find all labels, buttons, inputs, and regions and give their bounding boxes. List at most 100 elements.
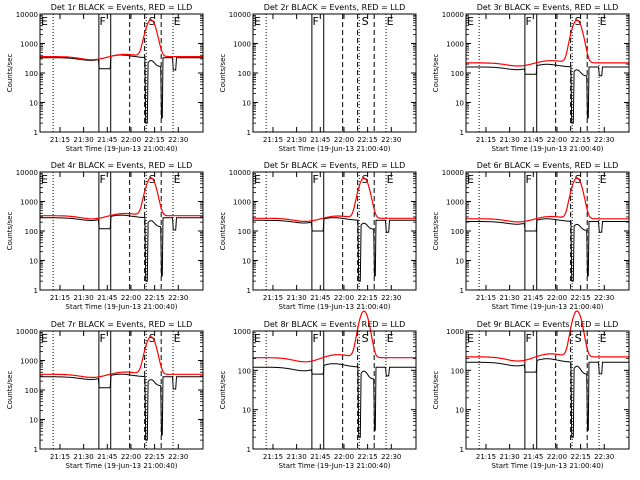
x-tick-label: 21:15 bbox=[50, 136, 70, 144]
y-axis-label: Counts/sec bbox=[219, 371, 227, 410]
x-tick-label: 21:45 bbox=[97, 294, 117, 302]
y-tick-label: 1 bbox=[34, 287, 38, 295]
lld-series bbox=[466, 310, 629, 362]
x-axis-label: Start Time (19-Jun-13 21:00:40) bbox=[492, 303, 604, 311]
marker-label: E bbox=[600, 332, 607, 345]
y-axis-label: Counts/sec bbox=[6, 212, 14, 251]
y-tick-label: 1 bbox=[247, 446, 251, 454]
x-tick-label: 21:45 bbox=[523, 136, 543, 144]
y-tick-label: 1 bbox=[247, 287, 251, 295]
plot-frame bbox=[465, 13, 630, 133]
y-tick-label: 1 bbox=[34, 446, 38, 454]
marker-label: E bbox=[467, 332, 474, 345]
y-tick-label: 10 bbox=[455, 100, 464, 108]
x-tick-label: 22:15 bbox=[571, 136, 591, 144]
marker-label: E bbox=[600, 173, 607, 186]
x-tick-label: 21:15 bbox=[50, 453, 70, 461]
x-tick-label: 22:30 bbox=[168, 453, 188, 461]
x-tick-label: 21:15 bbox=[263, 453, 283, 461]
x-axis-label: Start Time (19-Jun-13 21:00:40) bbox=[492, 145, 604, 153]
x-tick-label: 22:30 bbox=[594, 453, 614, 461]
panel-title: Det 1r BLACK = Events, RED = LLD bbox=[51, 3, 193, 12]
x-axis-label: Start Time (19-Jun-13 21:00:40) bbox=[279, 462, 391, 470]
marker-label: F bbox=[526, 15, 532, 28]
x-tick-label: 21:45 bbox=[310, 294, 330, 302]
x-tick-label: 21:15 bbox=[476, 453, 496, 461]
marker-label: S bbox=[149, 15, 156, 28]
plot-frame bbox=[39, 330, 204, 450]
x-tick-label: 22:30 bbox=[168, 136, 188, 144]
y-tick-label: 10 bbox=[29, 100, 38, 108]
y-tick-label: 100 bbox=[238, 228, 251, 236]
y-tick-label: 100 bbox=[451, 228, 464, 236]
y-axis-label: Counts/sec bbox=[219, 54, 227, 93]
events-series bbox=[40, 373, 203, 441]
lld-series bbox=[253, 310, 416, 363]
x-tick-label: 21:15 bbox=[50, 294, 70, 302]
marker-label: E bbox=[467, 15, 474, 28]
y-tick-label: 1 bbox=[460, 129, 464, 137]
marker-label: E bbox=[41, 173, 48, 186]
marker-label: S bbox=[149, 332, 156, 345]
x-tick-label: 22:00 bbox=[334, 294, 354, 302]
y-tick-label: 1 bbox=[460, 287, 464, 295]
marker-label: E bbox=[254, 332, 261, 345]
panel-title: Det 4r BLACK = Events, RED = LLD bbox=[51, 161, 193, 170]
y-tick-label: 100 bbox=[238, 70, 251, 78]
lld-series bbox=[40, 336, 203, 379]
x-tick-label: 21:45 bbox=[97, 136, 117, 144]
y-axis-label: Counts/sec bbox=[432, 54, 440, 93]
x-tick-label: 21:15 bbox=[263, 294, 283, 302]
y-tick-label: 1000 bbox=[20, 41, 38, 49]
panel-title: Det 2r BLACK = Events, RED = LLD bbox=[264, 3, 406, 12]
plot-frame bbox=[465, 330, 630, 450]
y-tick-label: 100 bbox=[451, 70, 464, 78]
events-series bbox=[253, 217, 416, 282]
marker-label: E bbox=[387, 15, 394, 28]
y-tick-label: 1000 bbox=[20, 358, 38, 366]
x-tick-label: 22:00 bbox=[121, 136, 141, 144]
marker-label: F bbox=[100, 15, 106, 28]
events-series bbox=[466, 358, 629, 438]
marker-label: S bbox=[362, 15, 369, 28]
x-tick-label: 21:45 bbox=[97, 453, 117, 461]
marker-label: F bbox=[313, 332, 319, 345]
x-tick-label: 22:00 bbox=[547, 136, 567, 144]
x-tick-label: 21:30 bbox=[500, 453, 520, 461]
y-tick-label: 10 bbox=[242, 258, 251, 266]
x-tick-label: 21:15 bbox=[476, 294, 496, 302]
x-tick-label: 22:30 bbox=[381, 453, 401, 461]
events-series bbox=[40, 54, 203, 124]
x-tick-label: 22:15 bbox=[571, 453, 591, 461]
x-tick-label: 22:00 bbox=[334, 136, 354, 144]
panel-title: Det 8r BLACK = Events, RED = LLD bbox=[264, 320, 406, 329]
marker-label: E bbox=[254, 15, 261, 28]
y-tick-label: 1000 bbox=[446, 41, 464, 49]
x-axis-label: Start Time (19-Jun-13 21:00:40) bbox=[492, 462, 604, 470]
marker-label: F bbox=[526, 173, 532, 186]
plot-frame bbox=[465, 171, 630, 291]
x-tick-label: 22:00 bbox=[121, 453, 141, 461]
plot-frame bbox=[252, 13, 417, 133]
x-tick-label: 22:30 bbox=[594, 294, 614, 302]
x-tick-label: 22:00 bbox=[334, 453, 354, 461]
x-tick-label: 22:30 bbox=[381, 294, 401, 302]
y-axis-label: Counts/sec bbox=[219, 212, 227, 251]
y-tick-label: 10 bbox=[29, 417, 38, 425]
x-tick-label: 21:30 bbox=[74, 136, 94, 144]
y-tick-label: 10000 bbox=[442, 169, 464, 177]
y-tick-label: 1000 bbox=[20, 199, 38, 207]
x-tick-label: 21:30 bbox=[74, 294, 94, 302]
y-tick-label: 10 bbox=[455, 258, 464, 266]
marker-label: E bbox=[387, 173, 394, 186]
y-tick-label: 10000 bbox=[442, 11, 464, 19]
marker-label: E bbox=[174, 332, 181, 345]
panel-title: Det 6r BLACK = Events, RED = LLD bbox=[477, 161, 619, 170]
